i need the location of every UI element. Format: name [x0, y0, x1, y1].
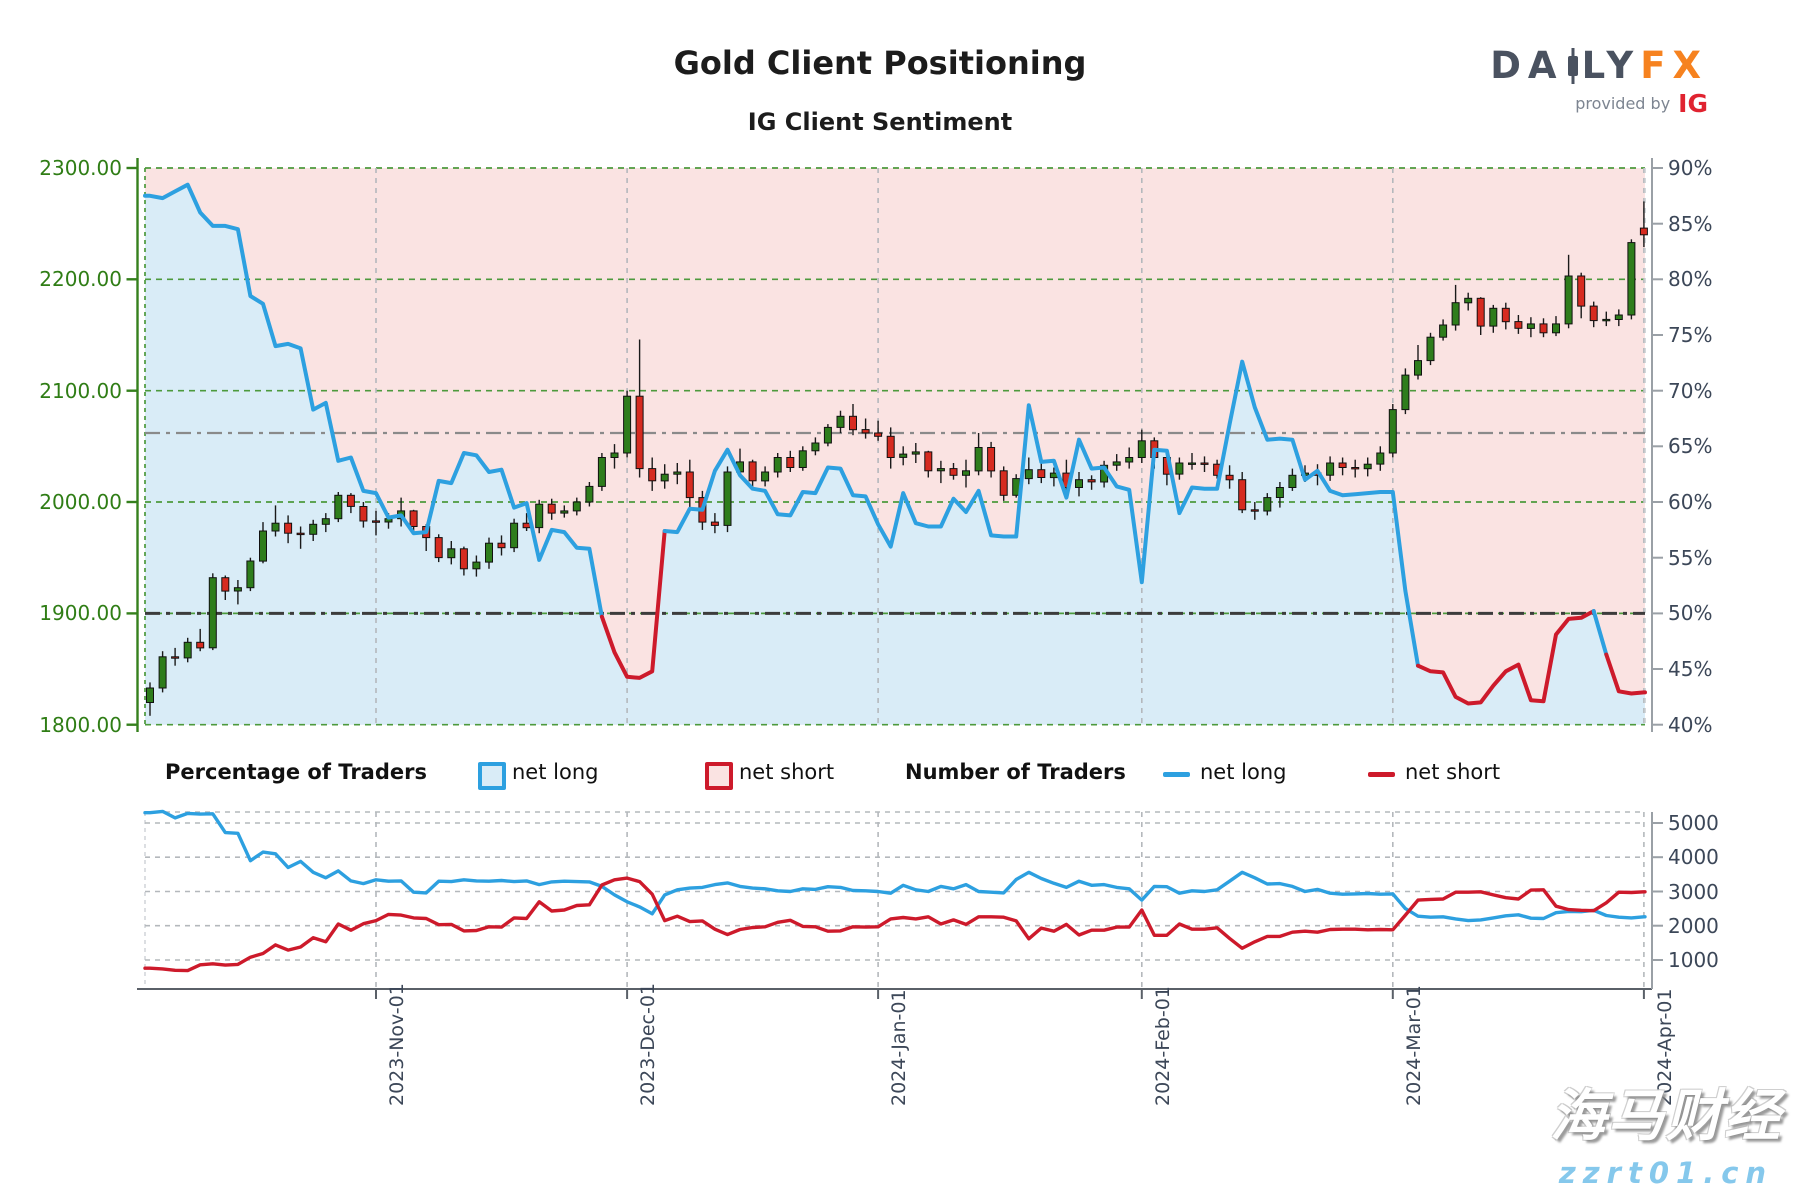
traders-tick-label: 3000: [1668, 879, 1719, 904]
traders-tick-label: 5000: [1668, 811, 1719, 835]
price-tick-label: 2300.00: [39, 156, 122, 180]
date-tick-label: 2024-Feb-01: [1151, 986, 1174, 1106]
sentiment-line: [143, 182, 1647, 706]
num-net-short-line: [143, 876, 1647, 973]
price-axis: [126, 158, 139, 732]
date-tick-label: 2024-Mar-01: [1402, 985, 1425, 1106]
traders-lines: [143, 809, 1647, 973]
logo-fx: FX: [1640, 44, 1708, 87]
candlestick-icon: [1566, 47, 1580, 85]
page-subtitle: IG Client Sentiment: [747, 108, 1013, 136]
date-tick-label: 2023-Dec-01: [637, 982, 660, 1106]
price-tick-label: 2000.00: [39, 490, 122, 514]
ig-logo: IG: [1678, 89, 1708, 118]
logo-provided-by: provided by IG: [1490, 89, 1708, 118]
percent-axis: [1651, 158, 1663, 732]
percent-tick-label: 40%: [1668, 712, 1713, 737]
dailyfx-wordmark: DA LY FX: [1490, 44, 1708, 87]
percent-tick-label: 60%: [1668, 490, 1713, 514]
traders-tick-label: 4000: [1668, 845, 1719, 870]
percent-tick-label: 75%: [1668, 323, 1713, 347]
price-tick-label: 2200.00: [39, 267, 122, 292]
traders-tick-label: 2000: [1668, 913, 1719, 938]
dailyfx-logo: DA LY FX provided by IG: [1490, 44, 1708, 118]
logo-part2: LY: [1581, 44, 1641, 87]
main-gridlines-vertical: [144, 168, 1646, 725]
date-tick-label: 2024-Jan-01: [888, 989, 911, 1106]
price-tick-label: 2100.00: [39, 378, 122, 403]
date-tick-label: 2023-Nov-01: [386, 983, 408, 1106]
percent-tick-label: 90%: [1668, 156, 1713, 180]
sentiment-fills: [145, 168, 1645, 725]
traders-axes: [137, 812, 1663, 999]
watermark: 海马财经 zzrt01.cn: [1550, 1071, 1782, 1190]
provided-by-text: provided by: [1575, 94, 1671, 113]
price-tick-label: 1900.00: [39, 601, 122, 626]
percent-tick-label: 55%: [1668, 545, 1713, 570]
percent-tick-label: 85%: [1668, 211, 1713, 236]
price-tick-label: 1800.00: [39, 712, 122, 737]
num-net-long-line: [143, 809, 1647, 923]
candles-layer: [146, 201, 1648, 716]
percent-tick-label: 45%: [1668, 657, 1713, 681]
percent-tick-label: 70%: [1668, 378, 1713, 403]
traders-tick-label: 1000: [1668, 948, 1719, 972]
percent-tick-label: 50%: [1668, 601, 1713, 626]
percent-tick-label: 80%: [1668, 267, 1713, 292]
percent-tick-label: 65%: [1668, 434, 1713, 459]
watermark-line2: zzrt01.cn: [1558, 1156, 1774, 1190]
logo-part1: DA: [1490, 44, 1564, 87]
watermark-line1: 海马财经: [1550, 1084, 1782, 1149]
page-title: Gold Client Positioning: [673, 44, 1087, 82]
